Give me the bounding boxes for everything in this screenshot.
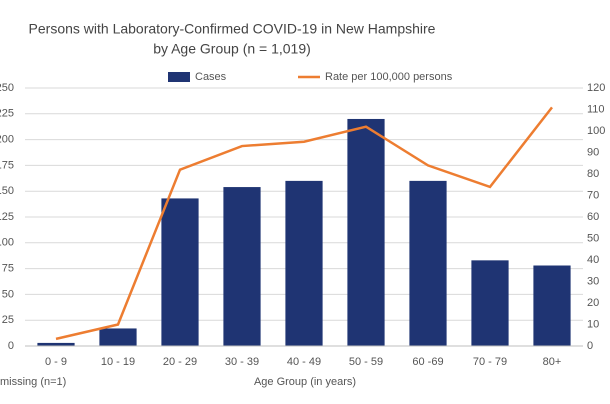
y-tick-label: 250	[0, 82, 14, 94]
y2-tick-label: 0	[587, 340, 593, 352]
y2-tick-label: 20	[587, 297, 599, 309]
bar	[223, 187, 261, 346]
x-tick-label: 60 -69	[412, 356, 443, 368]
chart-title: by Age Group (n = 1,019)	[153, 41, 311, 57]
x-tick-label: 0 - 9	[45, 356, 67, 368]
bar	[161, 198, 199, 346]
x-axis-label: Age Group (in years)	[254, 376, 356, 388]
y2-tick-label: 120	[587, 82, 605, 94]
bar	[533, 265, 571, 346]
note: missing (n=1)	[0, 376, 66, 388]
x-tick-label: 80+	[543, 356, 562, 368]
y2-tick-label: 30	[587, 275, 599, 287]
bar	[409, 180, 447, 346]
x-tick-label: 10 - 19	[101, 356, 135, 368]
y2-tick-label: 80	[587, 168, 599, 180]
y2-tick-label: 10	[587, 318, 599, 330]
y2-tick-label: 70	[587, 189, 599, 201]
bar	[285, 180, 323, 346]
y-tick-label: 50	[2, 288, 14, 300]
x-tick-label: 20 - 29	[163, 356, 197, 368]
bar	[347, 118, 385, 347]
y-tick-label: 75	[2, 263, 14, 275]
y-tick-label: 125	[0, 211, 14, 223]
y2-tick-label: 90	[587, 146, 599, 158]
legend-label: Cases	[195, 71, 227, 83]
y-tick-label: 0	[8, 340, 14, 352]
y2-tick-label: 40	[587, 254, 599, 266]
legend-swatch	[168, 72, 190, 82]
line	[55, 106, 553, 341]
y-tick-label: 175	[0, 159, 14, 171]
chart-title: Persons with Laboratory-Confirmed COVID-…	[29, 21, 436, 37]
y-tick-label: 225	[0, 108, 14, 120]
y-tick-label: 150	[0, 185, 14, 197]
x-tick-label: 30 - 39	[225, 356, 259, 368]
y2-tick-label: 110	[587, 103, 605, 115]
y2-tick-label: 60	[587, 211, 599, 223]
y-tick-label: 200	[0, 134, 14, 146]
bar	[37, 342, 75, 346]
x-tick-label: 40 - 49	[287, 356, 321, 368]
y-tick-label: 25	[2, 314, 14, 326]
x-tick-label: 70 - 79	[473, 356, 507, 368]
y2-tick-label: 100	[587, 125, 605, 137]
y2-tick-label: 50	[587, 232, 599, 244]
bar	[99, 328, 137, 346]
y-tick-label: 100	[0, 237, 14, 249]
legend-label: Rate per 100,000 persons	[325, 71, 453, 83]
x-tick-label: 50 - 59	[349, 356, 383, 368]
bar	[471, 260, 509, 346]
